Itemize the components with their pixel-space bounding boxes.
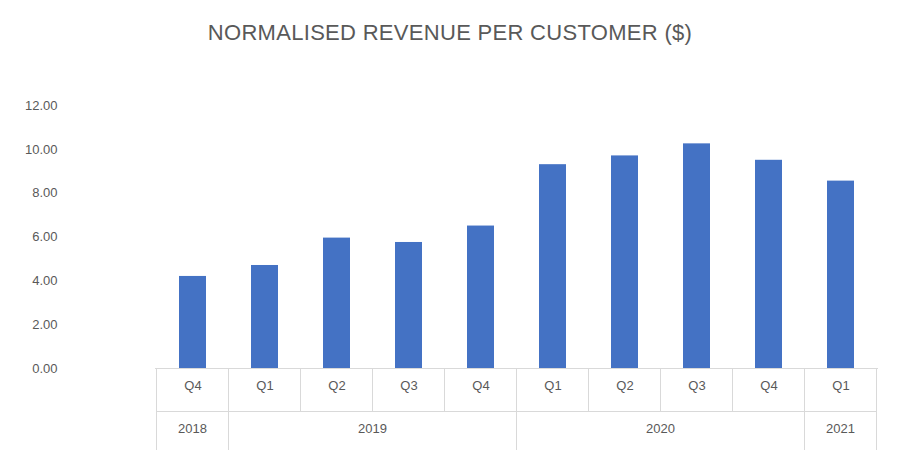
svg-text:6.00: 6.00 [32, 229, 57, 244]
svg-text:8.00: 8.00 [32, 185, 57, 200]
svg-text:Q4: Q4 [760, 378, 777, 393]
svg-text:2019: 2019 [358, 421, 387, 436]
svg-text:10.00: 10.00 [25, 141, 58, 156]
svg-text:0.00: 0.00 [32, 361, 57, 376]
svg-text:Q1: Q1 [544, 378, 561, 393]
svg-text:2018: 2018 [178, 421, 207, 436]
svg-text:Q2: Q2 [328, 378, 345, 393]
svg-text:4.00: 4.00 [32, 273, 57, 288]
html-text:NORMALISED REVENUE PER CUSTOME: NORMALISED REVENUE PER CUSTOMER ($) [207, 20, 693, 45]
svg-text:Q3: Q3 [688, 378, 705, 393]
svg-text:2020: 2020 [646, 421, 675, 436]
svg-text:Q1: Q1 [832, 378, 849, 393]
svg-text:Q4: Q4 [184, 378, 201, 393]
svg-text:12.00: 12.00 [25, 98, 58, 113]
svg-text:Q4: Q4 [472, 378, 489, 393]
svg-text:Q3: Q3 [400, 378, 417, 393]
svg-text:2.00: 2.00 [32, 317, 57, 332]
svg-text:2021: 2021 [826, 421, 855, 436]
svg-text:Q1: Q1 [256, 378, 273, 393]
svg-text:Q2: Q2 [616, 378, 633, 393]
